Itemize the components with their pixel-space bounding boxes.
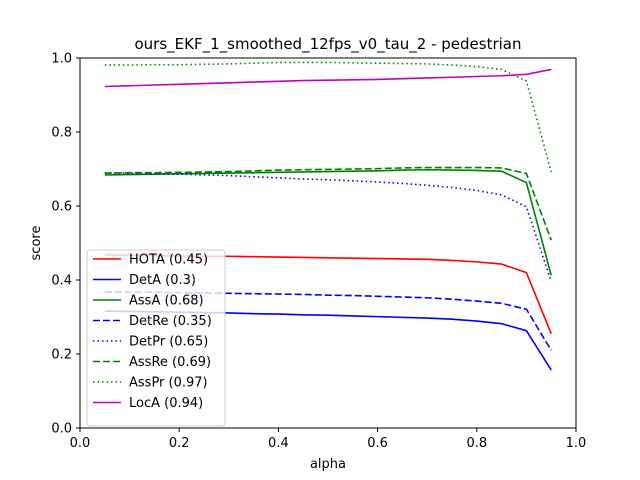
y-tick-label: 0.8 (51, 126, 72, 141)
x-tick-label: 0.2 (169, 436, 190, 451)
legend: HOTA (0.45) DetA (0.3) AssA (0.68) DetRe (0… (86, 249, 226, 427)
legend-label: LocA (0.94) (129, 396, 203, 411)
series-line (104, 166, 552, 241)
chart-title: ours_EKF_1_smoothed_12fps_v0_tau_2 - ped… (135, 35, 522, 54)
x-tick-label: 1.0 (566, 436, 587, 451)
y-tick-label: 1.0 (51, 52, 72, 67)
y-tick-label: 0.4 (51, 274, 72, 289)
y-axis-label: score (29, 226, 44, 261)
legend-label: AssPr (0.97) (129, 376, 208, 391)
x-tick-label: 0.4 (268, 436, 289, 451)
legend-label: DetPr (0.65) (129, 335, 208, 350)
x-tick-label: 0.8 (466, 436, 487, 451)
legend-label: AssA (0.68) (129, 294, 204, 309)
axes-frame (79, 57, 577, 429)
series-line (104, 68, 552, 88)
y-tick-label: 0.6 (51, 200, 72, 215)
x-axis: 0.0 0.2 0.4 0.6 0.8 1.0 (70, 428, 587, 451)
y-tick-label: 0.2 (51, 348, 72, 363)
x-axis-label: alpha (310, 457, 346, 472)
legend-label: DetRe (0.35) (129, 314, 212, 329)
legend-label: HOTA (0.45) (129, 253, 208, 268)
series-line (104, 168, 552, 276)
x-tick-label: 0.0 (70, 436, 91, 451)
legend-label: DetA (0.3) (129, 273, 196, 288)
legend-label: AssRe (0.69) (129, 355, 211, 370)
y-axis: 0.0 0.2 0.4 0.6 0.8 1.0 (51, 52, 80, 437)
x-tick-label: 0.6 (367, 436, 388, 451)
legend-box (86, 249, 226, 427)
y-tick-label: 0.0 (51, 422, 72, 437)
